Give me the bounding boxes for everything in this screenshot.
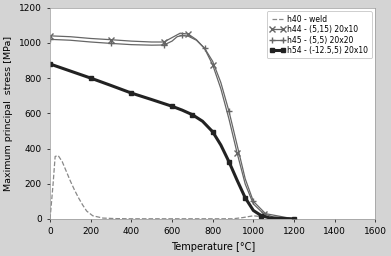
- h40 - weld: [241, 216, 246, 219]
- h44 - (5,15) 20x10: [210, 63, 215, 66]
- h44 - (5,15) 20x10: [48, 34, 52, 37]
- h54 - (-12.5,5) 20x10: [48, 62, 52, 66]
- h45 - (5,5) 20x20: [175, 35, 179, 38]
- h40 - weld: [68, 179, 73, 183]
- h44 - (5,15) 20x10: [129, 40, 134, 43]
- h40 - weld: [76, 196, 81, 199]
- h44 - (5,15) 20x10: [292, 217, 296, 220]
- h45 - (5,5) 20x20: [48, 38, 52, 41]
- h40 - weld: [60, 160, 65, 163]
- h44 - (5,15) 20x10: [251, 202, 256, 206]
- h40 - weld: [72, 188, 77, 191]
- h40 - weld: [84, 209, 89, 212]
- h54 - (-12.5,5) 20x10: [259, 214, 264, 217]
- h44 - (5,15) 20x10: [235, 151, 239, 154]
- h40 - weld: [271, 217, 276, 220]
- h40 - weld: [251, 214, 256, 217]
- h45 - (5,5) 20x20: [170, 40, 174, 43]
- h40 - weld: [90, 214, 95, 217]
- h40 - weld: [170, 217, 174, 220]
- h54 - (-12.5,5) 20x10: [235, 179, 239, 182]
- h45 - (5,5) 20x20: [194, 39, 199, 42]
- h54 - (-12.5,5) 20x10: [190, 113, 195, 116]
- h54 - (-12.5,5) 20x10: [109, 84, 113, 87]
- X-axis label: Temperature [°C]: Temperature [°C]: [170, 242, 255, 252]
- h40 - weld: [48, 217, 52, 220]
- h54 - (-12.5,5) 20x10: [170, 105, 174, 108]
- h54 - (-12.5,5) 20x10: [219, 143, 223, 146]
- h45 - (5,5) 20x20: [129, 43, 134, 46]
- h44 - (5,15) 20x10: [109, 38, 113, 41]
- h44 - (5,15) 20x10: [149, 40, 154, 44]
- h40 - weld: [113, 217, 117, 220]
- h54 - (-12.5,5) 20x10: [243, 196, 248, 199]
- h44 - (5,15) 20x10: [68, 35, 73, 38]
- h44 - (5,15) 20x10: [227, 118, 231, 121]
- h44 - (5,15) 20x10: [186, 33, 191, 36]
- h45 - (5,5) 20x20: [235, 143, 239, 146]
- h54 - (-12.5,5) 20x10: [129, 92, 134, 95]
- h40 - weld: [64, 170, 69, 173]
- h40 - weld: [80, 203, 85, 206]
- h44 - (5,15) 20x10: [170, 36, 174, 39]
- h45 - (5,5) 20x20: [109, 42, 113, 45]
- Y-axis label: Maximum principal  stress [MPa]: Maximum principal stress [MPa]: [4, 36, 13, 191]
- Legend: h40 - weld, h44 - (5,15) 20x10, h45 - (5,5) 20x20, h54 - (-12.5,5) 20x10: h40 - weld, h44 - (5,15) 20x10, h45 - (5…: [267, 12, 371, 58]
- h45 - (5,5) 20x20: [243, 177, 248, 180]
- h40 - weld: [231, 217, 235, 220]
- h54 - (-12.5,5) 20x10: [68, 70, 73, 73]
- h45 - (5,5) 20x20: [161, 44, 166, 47]
- h54 - (-12.5,5) 20x10: [267, 216, 272, 219]
- h54 - (-12.5,5) 20x10: [227, 160, 231, 163]
- h40 - weld: [56, 154, 61, 157]
- h45 - (5,5) 20x20: [202, 47, 207, 50]
- h45 - (5,5) 20x20: [292, 217, 296, 220]
- h40 - weld: [292, 217, 296, 220]
- Line: h44 - (5,15) 20x10: h44 - (5,15) 20x10: [47, 30, 298, 222]
- h45 - (5,5) 20x20: [263, 212, 268, 215]
- h40 - weld: [53, 155, 57, 158]
- h40 - weld: [210, 217, 215, 220]
- h44 - (5,15) 20x10: [202, 47, 207, 50]
- h40 - weld: [129, 217, 134, 220]
- h54 - (-12.5,5) 20x10: [149, 98, 154, 101]
- h54 - (-12.5,5) 20x10: [200, 120, 205, 123]
- h45 - (5,5) 20x20: [180, 34, 185, 37]
- h40 - weld: [100, 217, 105, 220]
- h45 - (5,5) 20x20: [251, 200, 256, 203]
- h54 - (-12.5,5) 20x10: [88, 77, 93, 80]
- h45 - (5,5) 20x20: [227, 110, 231, 113]
- h44 - (5,15) 20x10: [161, 40, 166, 44]
- h44 - (5,15) 20x10: [88, 37, 93, 40]
- h54 - (-12.5,5) 20x10: [251, 209, 256, 212]
- h54 - (-12.5,5) 20x10: [292, 217, 296, 220]
- h45 - (5,5) 20x20: [88, 40, 93, 44]
- h44 - (5,15) 20x10: [219, 87, 223, 90]
- h45 - (5,5) 20x20: [210, 60, 215, 63]
- h54 - (-12.5,5) 20x10: [210, 130, 215, 133]
- h44 - (5,15) 20x10: [243, 183, 248, 186]
- h45 - (5,5) 20x20: [186, 35, 191, 38]
- h45 - (5,5) 20x20: [68, 39, 73, 42]
- h44 - (5,15) 20x10: [271, 216, 276, 219]
- h44 - (5,15) 20x10: [261, 212, 266, 215]
- h44 - (5,15) 20x10: [194, 38, 199, 41]
- h40 - weld: [51, 182, 56, 185]
- h54 - (-12.5,5) 20x10: [180, 109, 185, 112]
- h45 - (5,5) 20x20: [149, 44, 154, 47]
- h45 - (5,5) 20x20: [219, 81, 223, 84]
- Line: h45 - (5,5) 20x20: h45 - (5,5) 20x20: [47, 32, 298, 222]
- h44 - (5,15) 20x10: [178, 32, 183, 35]
- Line: h40 - weld: h40 - weld: [50, 156, 294, 219]
- Line: h54 - (-12.5,5) 20x10: h54 - (-12.5,5) 20x10: [48, 62, 296, 221]
